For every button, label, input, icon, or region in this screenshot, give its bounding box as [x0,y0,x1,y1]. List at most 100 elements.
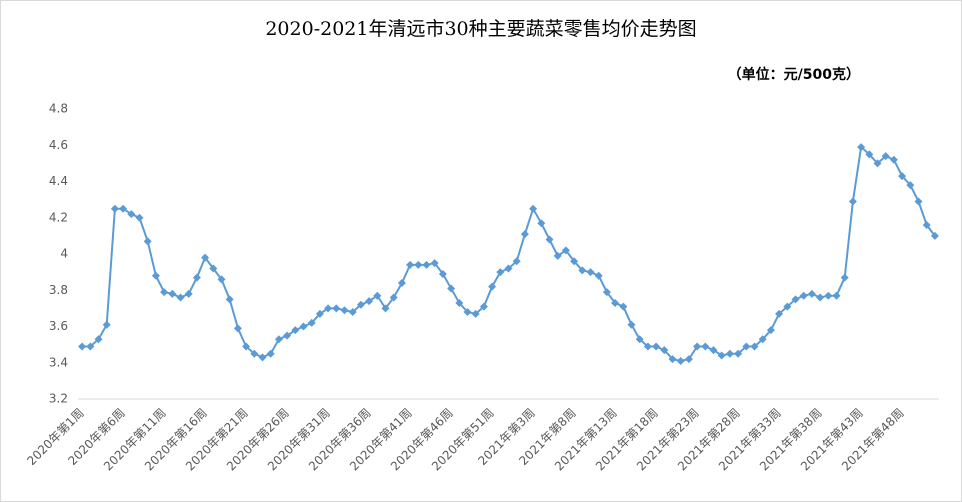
point-marker [832,291,841,300]
y-tick-label: 4 [60,247,68,261]
point-marker [881,152,890,161]
point-marker [857,143,866,152]
point-marker [356,300,365,309]
point-marker [922,221,931,229]
point-marker [324,304,333,313]
point-marker [291,326,300,335]
point-marker [479,302,488,311]
point-marker [135,213,144,222]
point-marker [561,246,570,255]
point-marker [266,349,275,358]
point-marker [578,266,587,275]
point-marker [397,279,406,287]
point-marker [586,268,595,277]
y-tick-label: 3.4 [49,355,68,369]
point-marker [930,231,939,240]
point-marker [381,304,390,313]
point-marker [438,269,447,278]
point-marker [865,150,874,159]
point-marker [529,204,538,213]
point-marker [824,291,833,300]
chart-subtitle: （单位：元/500克） [728,66,860,83]
point-marker [570,257,579,266]
point-marker [119,204,128,213]
point-marker [758,335,767,344]
point-marker [701,342,710,351]
point-marker [471,309,480,318]
point-marker [389,293,398,302]
y-tick-label: 4.6 [49,138,68,152]
point-marker [807,289,816,298]
point-marker [635,335,644,344]
point-marker [315,309,324,318]
point-marker [799,291,808,300]
point-marker [151,271,160,280]
point-marker [463,308,472,316]
point-marker [233,324,242,333]
point-marker [168,289,177,298]
point-marker [717,351,726,360]
point-marker [652,342,661,351]
point-marker [283,331,292,340]
point-marker [430,259,439,268]
point-marker [496,268,505,277]
y-tick-label: 4.8 [49,102,68,116]
point-marker [725,349,734,358]
point-marker [299,322,308,331]
point-marker [537,219,546,228]
point-marker [619,302,628,311]
point-marker [250,349,259,358]
point-marker [783,302,792,311]
point-marker [455,298,464,307]
y-tick-label: 3.6 [49,319,68,333]
point-marker [848,197,857,206]
point-marker [176,293,185,302]
point-marker [684,355,693,364]
point-marker [906,181,915,190]
y-tick-label: 4.4 [49,174,68,188]
point-marker [86,342,95,351]
point-marker [643,342,652,351]
point-marker [422,260,431,269]
y-tick-label: 3.2 [49,392,68,406]
y-tick-label: 4.2 [49,210,68,224]
point-marker [365,297,374,306]
point-marker [307,318,316,327]
point-marker [750,342,759,351]
point-marker [709,346,718,355]
point-marker [332,304,341,313]
point-marker [676,356,685,365]
point-marker [873,159,882,168]
point-marker [340,306,349,315]
chart-title: 2020-2021年清远市30种主要蔬菜零售均价走势图 [265,18,696,40]
point-marker [775,309,784,318]
point-marker [816,293,825,302]
point-marker [110,204,119,213]
point-marker [520,230,529,239]
point-marker [209,264,218,273]
point-marker [545,235,554,244]
point-marker [447,284,456,293]
point-marker [414,260,423,269]
point-marker [127,210,136,219]
point-marker [102,320,111,329]
point-marker [693,342,702,351]
point-marker [627,320,636,329]
point-marker [840,273,849,282]
point-marker [201,253,210,262]
point-marker [898,172,907,181]
point-marker [217,275,226,284]
point-marker [348,308,357,316]
point-marker [192,273,201,282]
point-marker [791,295,800,304]
point-marker [143,237,152,246]
point-marker [611,298,620,307]
point-marker [258,353,267,362]
point-marker [734,349,743,358]
point-marker [504,264,513,273]
point-marker [594,271,603,280]
y-tick-label: 3.8 [49,283,68,297]
point-marker [94,335,103,344]
point-marker [373,291,382,300]
